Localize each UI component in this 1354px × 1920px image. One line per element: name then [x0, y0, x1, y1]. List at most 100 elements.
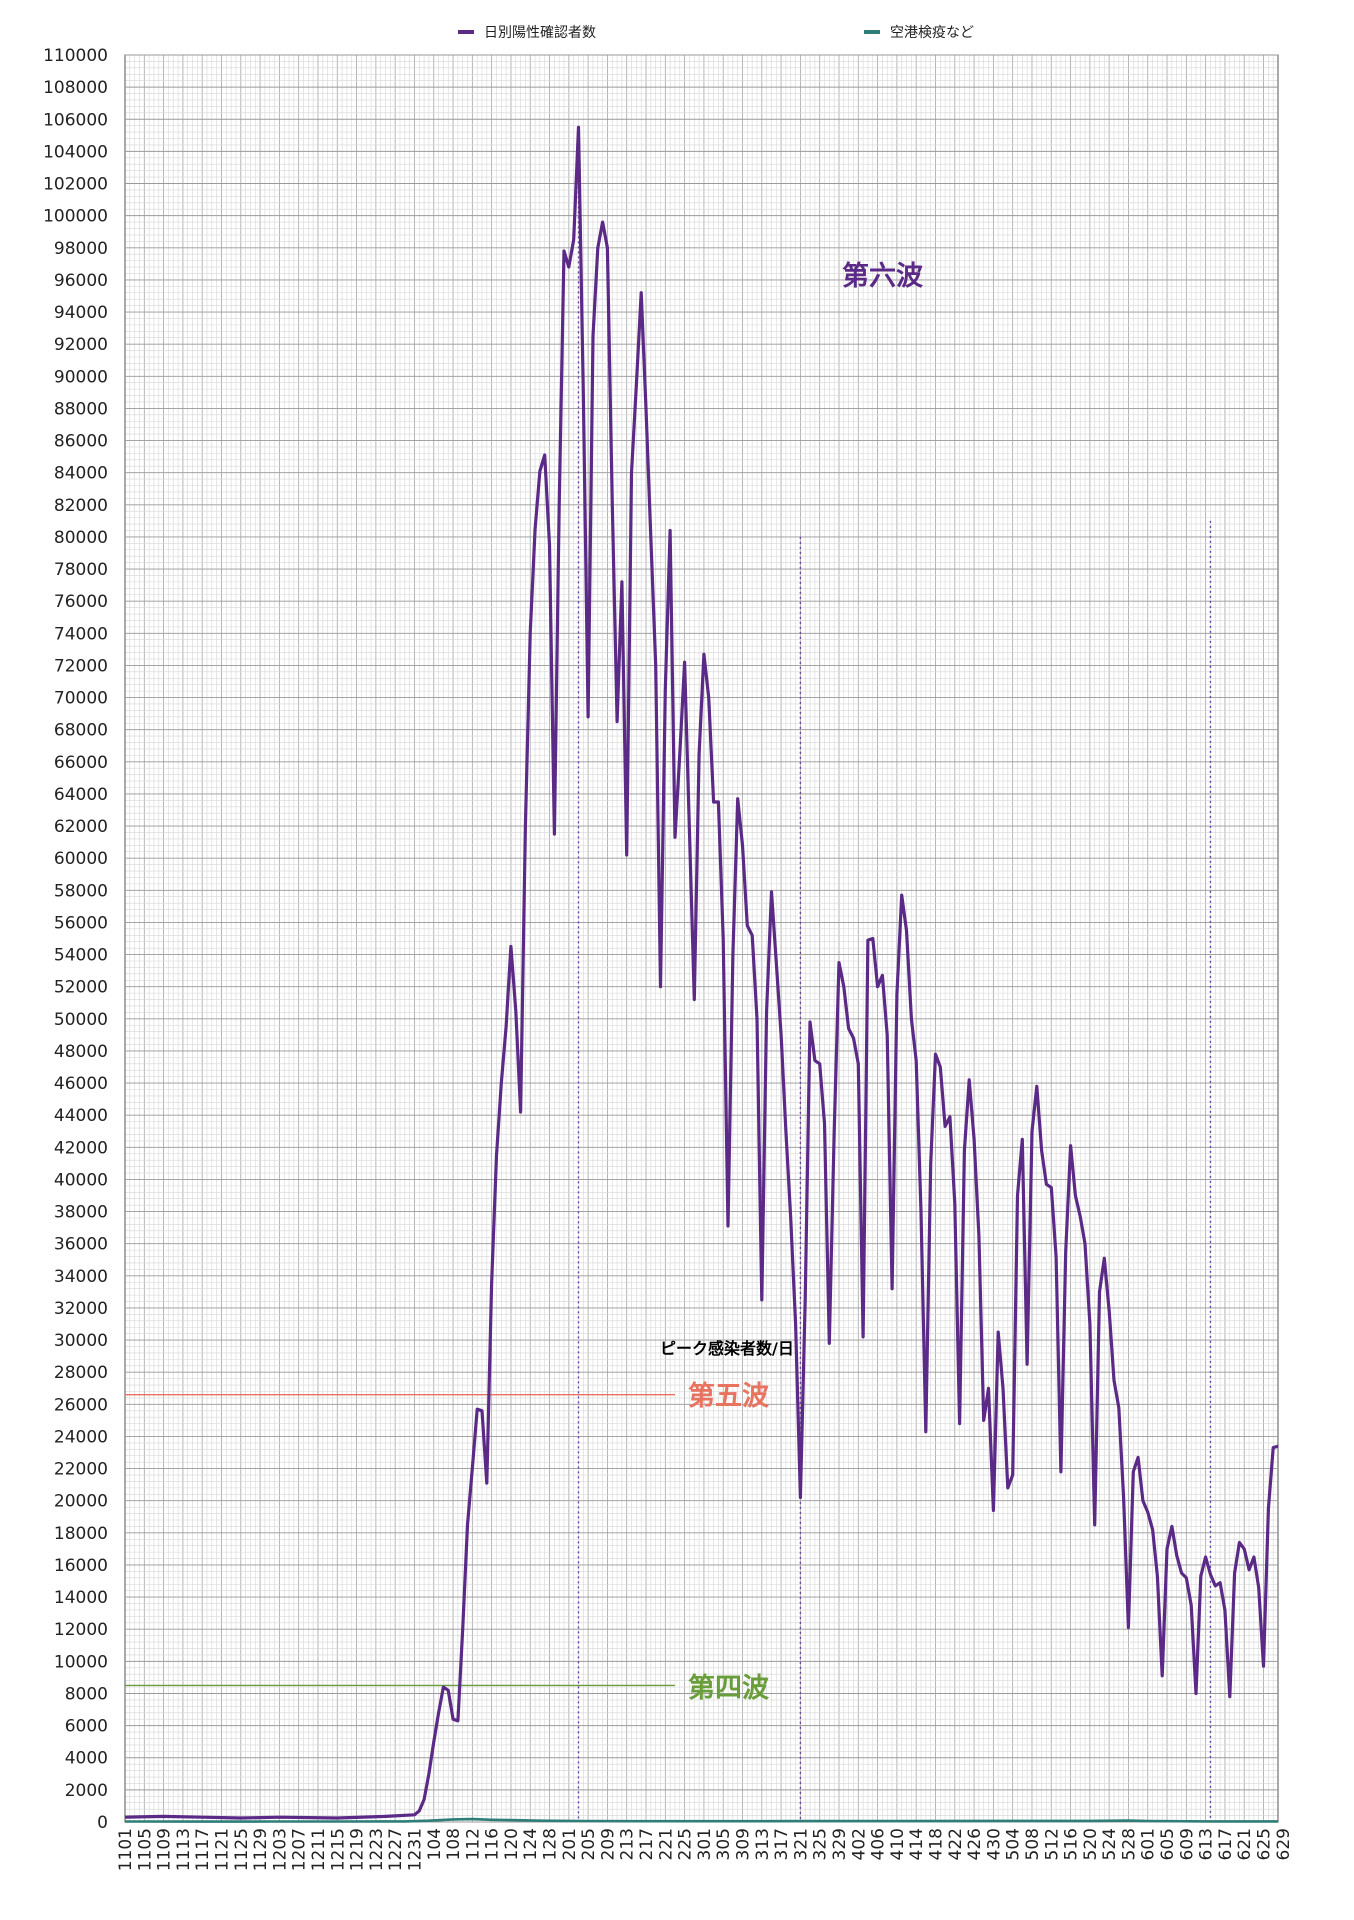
x-tick-label: 516 — [1062, 1828, 1082, 1860]
y-tick-label: 38000 — [54, 1203, 108, 1223]
y-tick-label: 76000 — [54, 592, 108, 612]
y-tick-label: 64000 — [54, 785, 108, 805]
legend-item-daily-cases: 日別陽性確認者数 — [458, 22, 596, 42]
y-tick-label: 60000 — [54, 849, 108, 869]
x-tick-label: 1203 — [270, 1828, 290, 1871]
y-tick-label: 102000 — [43, 175, 108, 195]
legend-label-airport-quarantine: 空港検疫など — [890, 25, 974, 41]
x-tick-label: 309 — [734, 1828, 754, 1860]
y-tick-label: 34000 — [54, 1267, 108, 1287]
y-tick-label: 46000 — [54, 1074, 108, 1094]
x-tick-label: 414 — [907, 1828, 927, 1860]
x-tick-label: 1227 — [386, 1828, 406, 1871]
x-tick-label: 613 — [1197, 1828, 1217, 1860]
x-tick-label: 1109 — [155, 1828, 175, 1871]
x-tick-label: 305 — [714, 1828, 734, 1860]
x-tick-label: 1207 — [290, 1828, 310, 1871]
x-tick-label: 629 — [1274, 1828, 1294, 1860]
y-tick-label: 74000 — [54, 624, 108, 644]
y-tick-label: 72000 — [54, 656, 108, 676]
x-tick-label: 225 — [676, 1828, 696, 1860]
x-tick-label: 617 — [1216, 1828, 1236, 1860]
x-tick-label: 1117 — [193, 1828, 213, 1871]
legend-swatch-airport-quarantine — [864, 30, 880, 34]
y-tick-label: 10000 — [54, 1652, 108, 1672]
x-tick-label: 512 — [1042, 1828, 1062, 1860]
y-tick-label: 2000 — [65, 1781, 108, 1801]
x-tick-label: 524 — [1100, 1828, 1120, 1860]
y-tick-label: 6000 — [65, 1717, 108, 1737]
y-tick-label: 68000 — [54, 721, 108, 741]
x-tick-label: 217 — [637, 1828, 657, 1860]
x-tick-label: 128 — [541, 1828, 561, 1860]
legend: 日別陽性確認者数 空港検疫など — [0, 22, 1354, 42]
x-tick-label: 329 — [830, 1828, 850, 1860]
x-tick-label: 406 — [869, 1828, 889, 1860]
x-tick-label: 528 — [1119, 1828, 1139, 1860]
annotation-sixth-wave: 第六波 — [842, 261, 923, 292]
y-tick-label: 96000 — [54, 271, 108, 291]
annotation-fifth-wave: 第五波 — [688, 1381, 769, 1412]
y-tick-label: 48000 — [54, 1042, 108, 1062]
x-tick-label: 625 — [1255, 1828, 1275, 1860]
y-tick-label: 22000 — [54, 1460, 108, 1480]
y-tick-label: 88000 — [54, 399, 108, 419]
vertical-markers — [577, 151, 1212, 1822]
y-tick-label: 78000 — [54, 560, 108, 580]
y-tick-label: 16000 — [54, 1556, 108, 1576]
reference-lines — [125, 1394, 675, 1687]
annotation-peak-label: ピーク感染者数/日 — [660, 1339, 794, 1358]
y-tick-label: 32000 — [54, 1299, 108, 1319]
x-tick-label: 213 — [618, 1828, 638, 1860]
x-tick-label: 1105 — [135, 1828, 155, 1871]
y-tick-label: 106000 — [43, 110, 108, 130]
x-tick-label: 418 — [926, 1828, 946, 1860]
x-tick-label: 325 — [811, 1828, 831, 1860]
y-tick-label: 110000 — [43, 46, 108, 66]
x-tick-label: 402 — [849, 1828, 869, 1860]
y-tick-label: 36000 — [54, 1235, 108, 1255]
x-tick-label: 221 — [656, 1828, 676, 1860]
x-tick-label: 120 — [502, 1828, 522, 1860]
y-tick-label: 84000 — [54, 464, 108, 484]
y-tick-label: 90000 — [54, 367, 108, 387]
x-tick-label: 426 — [965, 1828, 985, 1860]
x-tick-label: 1231 — [405, 1828, 425, 1871]
plot-frame — [124, 54, 1279, 1823]
y-tick-label: 80000 — [54, 528, 108, 548]
x-tick-label: 621 — [1235, 1828, 1255, 1860]
x-tick-label: 1211 — [309, 1828, 329, 1871]
y-tick-label: 0 — [97, 1813, 108, 1833]
annotation-fourth-wave: 第四波 — [688, 1673, 769, 1704]
y-axis: 0 2000 4000 6000 8000 10000 12000 14000 16000 180… — [43, 46, 1278, 1833]
y-tick-label: 18000 — [54, 1524, 108, 1544]
y-tick-label: 14000 — [54, 1588, 108, 1608]
y-tick-label: 56000 — [54, 913, 108, 933]
x-tick-label: 124 — [521, 1828, 541, 1860]
x-tick-label: 520 — [1081, 1828, 1101, 1860]
x-tick-label: 104 — [425, 1828, 445, 1860]
x-tick-label: 410 — [888, 1828, 908, 1860]
series-line-daily-cases — [124, 125, 1279, 1820]
y-tick-label: 24000 — [54, 1427, 108, 1447]
x-tick-label: 601 — [1139, 1828, 1159, 1860]
y-tick-label: 8000 — [65, 1684, 108, 1704]
series-line-airport-quarantine — [124, 1817, 1278, 1823]
x-tick-label: 1215 — [328, 1828, 348, 1871]
x-tick-label: 430 — [984, 1828, 1004, 1860]
y-tick-label: 104000 — [43, 142, 108, 162]
x-tick-label: 1125 — [232, 1828, 252, 1871]
y-tick-label: 52000 — [54, 978, 108, 998]
x-tick-label: 201 — [560, 1828, 580, 1860]
x-tick-label: 301 — [695, 1828, 715, 1860]
y-tick-label: 100000 — [43, 207, 108, 227]
y-tick-label: 12000 — [54, 1620, 108, 1640]
x-tick-label: 321 — [791, 1828, 811, 1860]
y-tick-label: 40000 — [54, 1170, 108, 1190]
y-tick-label: 86000 — [54, 432, 108, 452]
grid-lines — [124, 54, 1279, 1823]
y-tick-label: 94000 — [54, 303, 108, 323]
legend-swatch-daily-cases — [458, 30, 474, 34]
x-tick-label: 504 — [1004, 1828, 1024, 1860]
y-tick-label: 92000 — [54, 335, 108, 355]
